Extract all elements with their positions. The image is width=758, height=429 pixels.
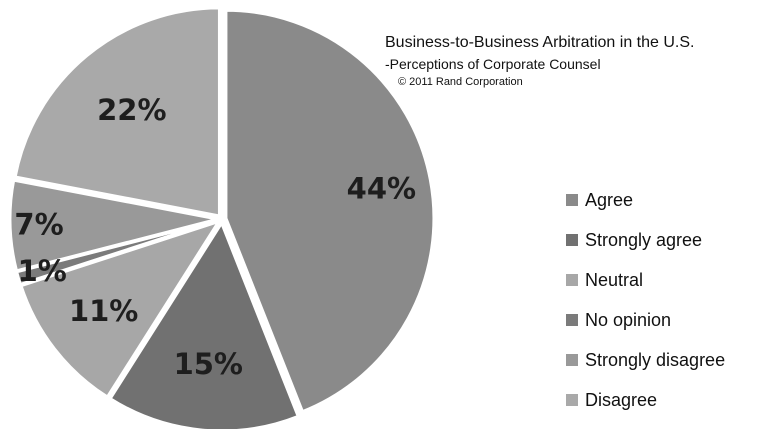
pie-slice-disagree [13,6,221,218]
slice-label-neutral: 11% [69,294,138,328]
legend-label: Strongly disagree [585,349,726,370]
chart-title: Business-to-Business Arbitration in the … [385,34,695,51]
legend-swatch [566,354,578,366]
legend-label: Agree [585,189,634,210]
legend-swatch [566,234,578,246]
legend-item-agree: Agree [566,180,725,220]
pie-slice-neutral [19,219,221,399]
chart-source: © 2011 Rand Corporation [398,76,523,88]
legend-label: Disagree [585,389,658,410]
chart-title-block: Business-to-Business Arbitration in the … [385,31,694,90]
legend-item-strongly-disagree: Strongly disagree [566,340,725,380]
legend-label: Strongly agree [585,229,703,250]
pie-slice-strongly-disagree [8,178,220,273]
legend-swatch [566,274,578,286]
legend-item-no-opinion: No opinion [566,300,725,340]
legend-swatch [566,194,578,206]
legend-label: No opinion [585,309,672,330]
legend-swatch [566,394,578,406]
slice-label-strongly-agree: 15% [174,347,243,381]
slice-label-strongly-disagree: 7% [14,208,63,242]
pie-slices [8,6,436,429]
chart-legend: Agree Strongly agree Neutral No opinion Stro… [566,180,725,420]
slice-label-disagree: 22% [97,93,166,127]
chart-subtitle: -Perceptions of Corporate Counsel [385,56,601,72]
legend-item-disagree: Disagree [566,380,725,420]
slice-label-agree: 44% [347,172,416,206]
pie-slice-agree [224,8,436,414]
slice-label-no-opinion: 1% [18,254,67,288]
legend-label: Neutral [585,269,644,290]
legend-item-neutral: Neutral [566,260,725,300]
legend-item-strongly-agree: Strongly agree [566,220,725,260]
pie-labels: 44% 15% 11%1% 7% 22% [14,93,416,381]
pie-slice-strongly-agree [108,221,300,429]
legend-swatch [566,314,578,326]
